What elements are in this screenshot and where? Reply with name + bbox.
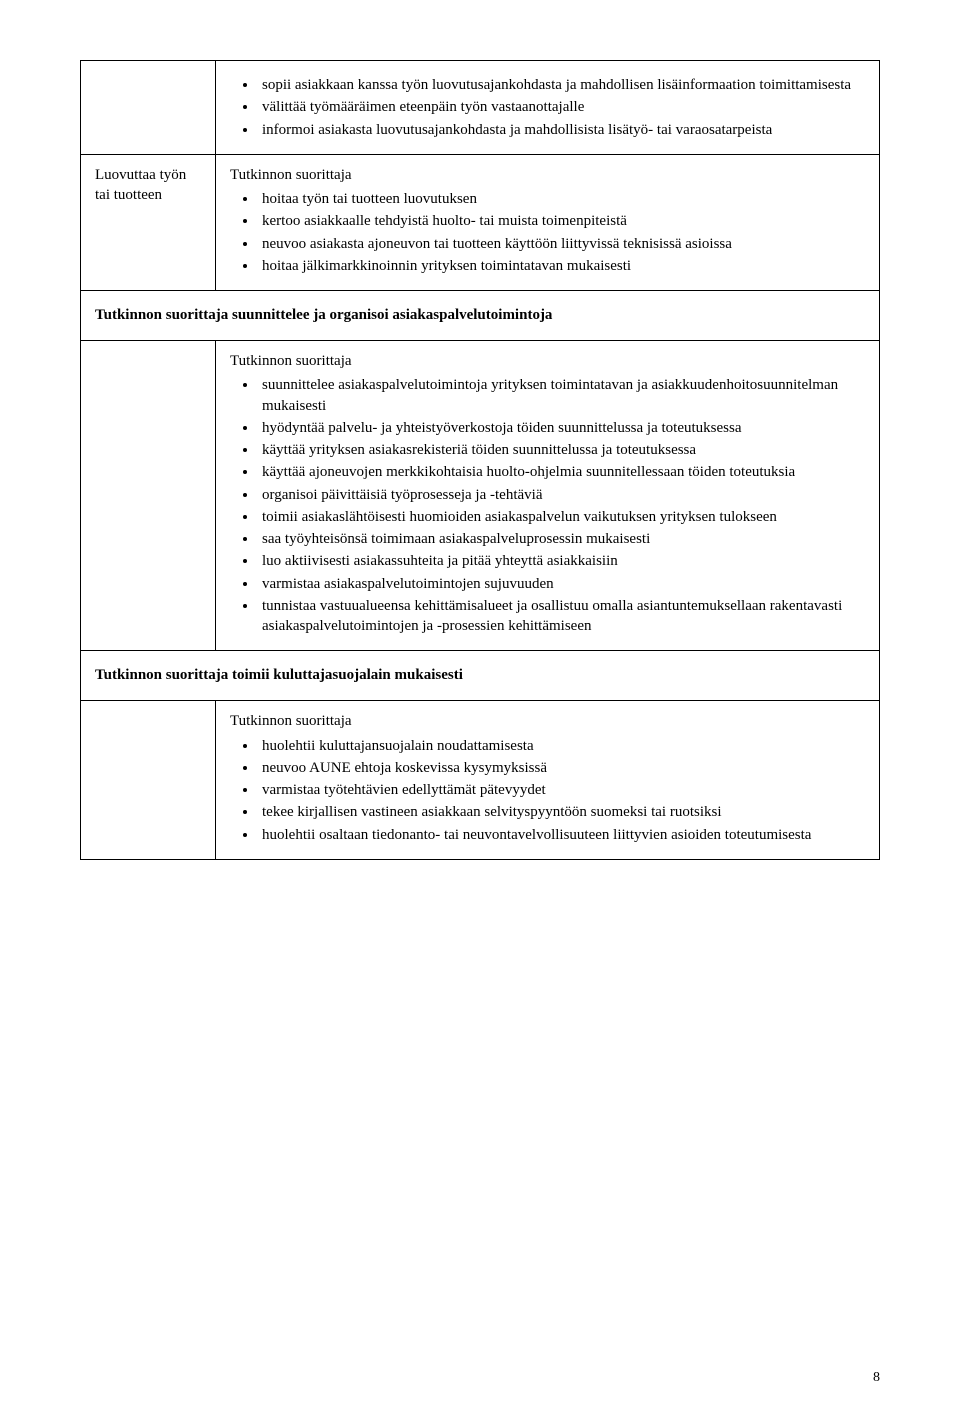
row-block2: Luovuttaa työn tai tuotteen Tutkinnon su…	[81, 154, 880, 290]
section2-list: suunnittelee asiakaspalvelutoimintoja yr…	[230, 375, 865, 636]
list-item: varmistaa työtehtävien edellyttämät päte…	[258, 780, 865, 800]
block1-right-cell: sopii asiakkaan kanssa työn luovutusajan…	[216, 61, 880, 155]
section2-heading-cell: Tutkinnon suorittaja suunnittelee ja org…	[81, 291, 880, 341]
list-item: sopii asiakkaan kanssa työn luovutusajan…	[258, 75, 865, 95]
section3-list: huolehtii kuluttajansuojalain noudattami…	[230, 736, 865, 845]
row-section2-body: Tutkinnon suorittaja suunnittelee asiaka…	[81, 341, 880, 651]
section3-heading: Tutkinnon suorittaja toimii kuluttajasuo…	[95, 667, 865, 684]
row-block1: sopii asiakkaan kanssa työn luovutusajan…	[81, 61, 880, 155]
content-table: sopii asiakkaan kanssa työn luovutusajan…	[80, 60, 880, 860]
list-item: neuvoo AUNE ehtoja koskevissa kysymyksis…	[258, 758, 865, 778]
section3-intro: Tutkinnon suorittaja	[230, 711, 865, 731]
list-item: kertoo asiakkaalle tehdyistä huolto- tai…	[258, 211, 865, 231]
row-section3-body: Tutkinnon suorittaja huolehtii kuluttaja…	[81, 701, 880, 860]
list-item: organisoi päivittäisiä työprosesseja ja …	[258, 485, 865, 505]
row-section2-heading: Tutkinnon suorittaja suunnittelee ja org…	[81, 291, 880, 341]
section3-right-cell: Tutkinnon suorittaja huolehtii kuluttaja…	[216, 701, 880, 860]
list-item: välittää työmääräimen eteenpäin työn vas…	[258, 97, 865, 117]
block2-intro: Tutkinnon suorittaja	[230, 165, 865, 185]
section2-intro: Tutkinnon suorittaja	[230, 351, 865, 371]
section3-heading-cell: Tutkinnon suorittaja toimii kuluttajasuo…	[81, 651, 880, 701]
section2-left-cell	[81, 341, 216, 651]
section3-left-cell	[81, 701, 216, 860]
block1-left-cell	[81, 61, 216, 155]
list-item: informoi asiakasta luovutusajankohdasta …	[258, 120, 865, 140]
list-item: suunnittelee asiakaspalvelutoimintoja yr…	[258, 375, 865, 416]
row-section3-heading: Tutkinnon suorittaja toimii kuluttajasuo…	[81, 651, 880, 701]
list-item: huolehtii kuluttajansuojalain noudattami…	[258, 736, 865, 756]
section2-right-cell: Tutkinnon suorittaja suunnittelee asiaka…	[216, 341, 880, 651]
list-item: varmistaa asiakaspalvelutoimintojen suju…	[258, 574, 865, 594]
list-item: luo aktiivisesti asiakassuhteita ja pitä…	[258, 551, 865, 571]
list-item: hoitaa työn tai tuotteen luovutuksen	[258, 189, 865, 209]
list-item: toimii asiakaslähtöisesti huomioiden asi…	[258, 507, 865, 527]
block1-list: sopii asiakkaan kanssa työn luovutusajan…	[230, 75, 865, 140]
list-item: hyödyntää palvelu- ja yhteistyöverkostoj…	[258, 418, 865, 438]
page-number: 8	[873, 1370, 880, 1386]
list-item: käyttää yrityksen asiakasrekisteriä töid…	[258, 440, 865, 460]
block2-left-label: Luovuttaa työn tai tuotteen	[95, 165, 201, 206]
list-item: saa työyhteisönsä toimimaan asiakaspalve…	[258, 529, 865, 549]
list-item: tunnistaa vastuualueensa kehittämisaluee…	[258, 596, 865, 637]
list-item: hoitaa jälkimarkkinoinnin yrityksen toim…	[258, 256, 865, 276]
section2-heading: Tutkinnon suorittaja suunnittelee ja org…	[95, 307, 865, 324]
block2-list: hoitaa työn tai tuotteen luovutuksen ker…	[230, 189, 865, 276]
list-item: neuvoo asiakasta ajoneuvon tai tuotteen …	[258, 234, 865, 254]
block2-left-cell: Luovuttaa työn tai tuotteen	[81, 154, 216, 290]
list-item: käyttää ajoneuvojen merkkikohtaisia huol…	[258, 462, 865, 482]
block2-right-cell: Tutkinnon suorittaja hoitaa työn tai tuo…	[216, 154, 880, 290]
list-item: tekee kirjallisen vastineen asiakkaan se…	[258, 802, 865, 822]
list-item: huolehtii osaltaan tiedonanto- tai neuvo…	[258, 825, 865, 845]
